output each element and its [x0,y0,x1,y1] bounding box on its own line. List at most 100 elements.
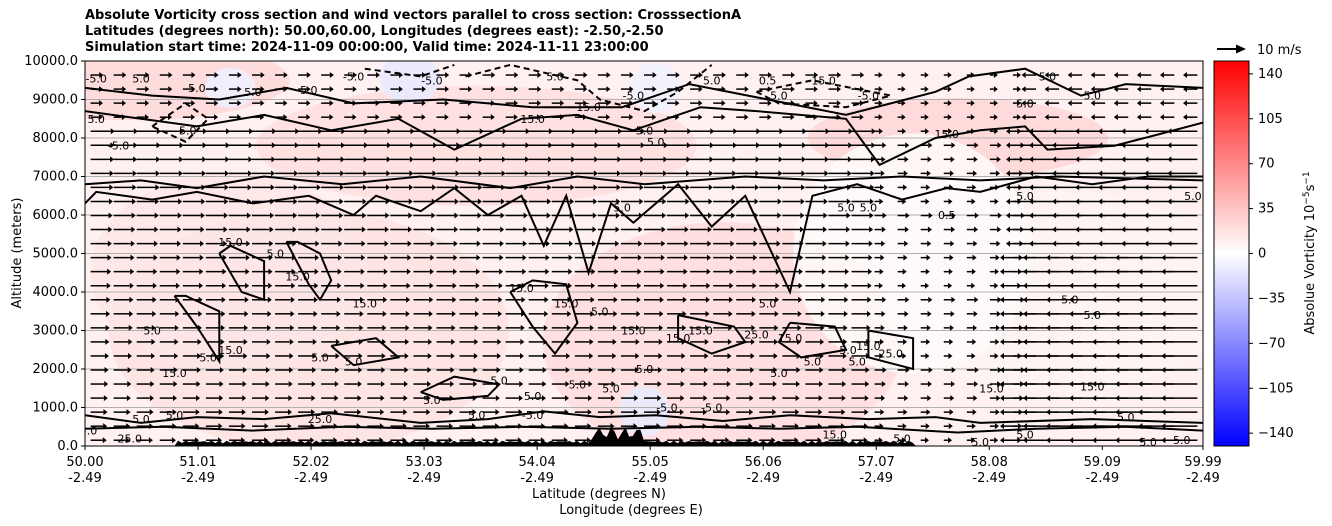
contour-label: 15.0 [666,332,691,345]
wind-vector-head [925,352,930,359]
wind-vector-head [925,282,930,289]
wind-vector-head [570,170,575,177]
wind-vector-head [525,128,530,135]
wind-vector-head [750,366,755,373]
contour-line-negative [756,79,892,109]
wind-vector-head [223,212,228,219]
wind-vector-head [629,100,634,107]
wind-vector-head [375,72,380,79]
wind-vector-head [329,72,334,79]
wind-vector-head [1075,142,1080,149]
contour-label: 15.0 [218,236,243,249]
wind-vector-head [1161,395,1166,402]
wind-vector-head [749,381,754,388]
wind-vector-head [1067,100,1072,107]
wind-vector-head [902,352,907,359]
wind-vector-head [1167,212,1172,219]
wind-vector-head [1138,409,1143,416]
wind-vector-head [869,198,874,205]
wind-vector-head [615,226,620,233]
wind-vector-head [948,198,953,205]
wind-vector-head [173,395,178,402]
wind-vector-head [583,114,588,121]
wind-vector-head [798,268,803,275]
wind-vector-head [104,381,109,388]
wind-vector-head [698,100,703,107]
contour-label: 5.0 [87,113,105,126]
wind-vector-head [730,226,735,233]
wind-vector-head [149,409,154,416]
x-tick-label-lon: -2.49 [520,471,554,486]
quiver-key-arrowhead [1236,44,1246,54]
wind-vector-head [110,128,115,135]
wind-vector-head [867,282,872,289]
wind-vector-head [1023,338,1028,345]
wind-vector-head [1046,310,1051,317]
contour-label: 15.0 [353,298,378,311]
wind-vector-head [363,170,368,177]
x-axis: 50.00-2.4951.01-2.4952.02-2.4953.03-2.49… [66,446,1222,486]
wind-vector-head [994,198,999,205]
wind-vector-head [242,381,247,388]
wind-vector-head [197,352,202,359]
colorbar-tick-label: 0 [1258,247,1266,262]
wind-vector-head [543,324,548,331]
contour-label: 5.0 [1083,90,1101,103]
wind-vector-head [402,437,407,444]
quiver-key: 10 m/s [1217,43,1302,58]
wind-vector-head [564,409,569,416]
wind-vector-head [1090,86,1095,93]
wind-vector-head [1136,100,1141,107]
wind-vector-head [1092,338,1097,345]
wind-vector-head [971,352,976,359]
wind-vector-head [499,268,504,275]
wind-vector-head [427,381,432,388]
wind-vector-head [498,296,503,303]
wind-vector-head [860,86,865,93]
wind-vector-head [334,381,339,388]
contour-label: 5.0 [1016,428,1034,441]
wind-vector-head [1159,114,1164,121]
wind-vector-head [637,268,642,275]
wind-vector-head [1092,409,1097,416]
wind-vector-head [902,268,907,275]
wind-vector-head [1144,128,1149,135]
wind-vector-head [559,114,564,121]
wind-vector-head [999,296,1004,303]
wind-vector-head [265,395,270,402]
wind-vector-head [316,212,321,219]
wind-vector-head [995,409,1000,416]
wind-vector-head [1167,226,1172,233]
wind-vector-head [709,156,714,163]
wind-vector-head [1115,437,1120,444]
wind-vector-head [1121,226,1126,233]
wind-vector-head [107,254,112,261]
wind-vector-head [473,381,478,388]
wind-vector-head [732,156,737,163]
wind-vector-head [878,114,883,121]
wind-vector-head [126,395,131,402]
wind-vector-head [591,268,596,275]
wind-vector-head [820,310,825,317]
wind-vector-head [341,128,346,135]
wind-vector-head [1029,170,1034,177]
wind-vector-head [772,395,777,402]
wind-vector-head [477,226,482,233]
wind-vector-head [633,409,638,416]
wind-vector-head [191,72,196,79]
wind-vector-head [191,86,196,93]
wind-vector-head [383,282,388,289]
wind-vector-head [154,212,159,219]
wind-vector-head [997,212,1002,219]
wind-vector-head [1159,72,1164,79]
wind-vector-head [1092,366,1097,373]
wind-vector-head [1052,226,1057,233]
wind-vector-head [971,423,976,430]
wind-vector-head [1023,282,1028,289]
wind-vector-head [590,282,595,289]
wind-vector-head [293,184,298,191]
wind-vector-head [375,100,380,107]
wind-vector-head [1067,114,1072,121]
wind-vector-head [386,184,391,191]
